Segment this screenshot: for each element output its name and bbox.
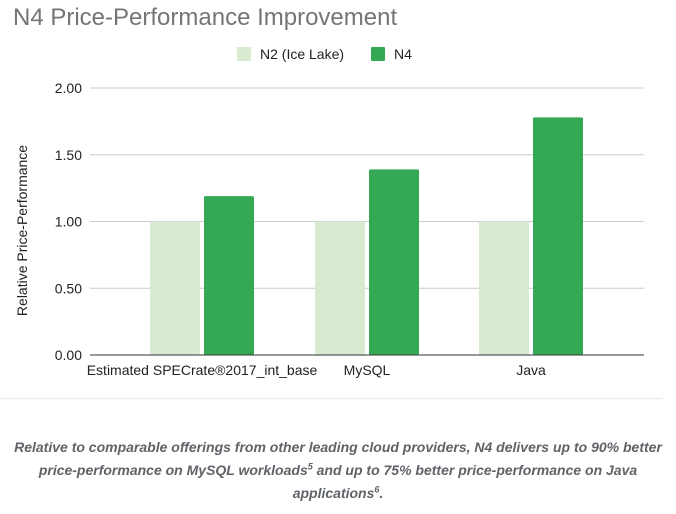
legend-label: N4 [394, 46, 412, 62]
chart-card: N4 Price-Performance Improvement 0.00 0.5… [0, 4, 662, 399]
footnote-6[interactable]: 6 [374, 484, 380, 495]
bar-n2-0 [150, 221, 200, 355]
legend-label: N2 (Ice Lake) [260, 46, 344, 62]
caption-text-1: Relative to comparable offerings from ot… [14, 439, 662, 478]
y-tick-label: 0.50 [55, 280, 82, 296]
y-tick-label: 1.00 [55, 214, 82, 230]
legend-swatch [237, 47, 251, 61]
caption-text-2: and up to 75% better price-performance o… [292, 462, 638, 501]
x-category-label: Estimated SPECrate®2017_int_base [87, 362, 318, 378]
bar-n4-1 [369, 169, 419, 355]
x-category-label: MySQL [344, 362, 391, 378]
bar-n2-1 [315, 221, 365, 355]
footnote-5[interactable]: 5 [307, 461, 313, 472]
caption-text-3: . [379, 485, 384, 501]
bar-chart: 0.00 0.50 1.00 1.50 2.00 Relative Price-Perfo… [14, 46, 644, 378]
y-tick-label: 2.00 [55, 80, 82, 96]
y-tick-label: 1.50 [55, 147, 82, 163]
y-tick-label: 0.00 [55, 347, 82, 363]
chart-caption: Relative to comparable offerings from ot… [0, 436, 676, 505]
legend-swatch [371, 47, 385, 61]
bar-n2-2 [479, 221, 529, 355]
y-axis-title: Relative Price-Performance [14, 145, 30, 316]
chart-title: N4 Price-Performance Improvement [13, 4, 398, 31]
x-category-label: Java [516, 362, 546, 378]
bar-n4-2 [533, 117, 583, 356]
bar-n4-0 [204, 196, 254, 355]
